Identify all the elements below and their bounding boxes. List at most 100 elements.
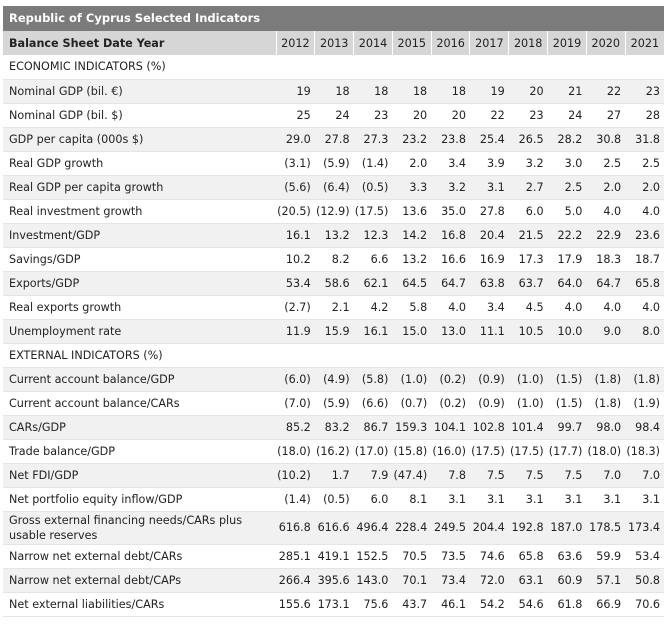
cell-value xyxy=(392,55,432,80)
cell-value: 204.4 xyxy=(469,511,509,545)
row-label: Real exports growth xyxy=(3,295,276,320)
cell-value: 7.0 xyxy=(625,463,664,488)
cell-value: (0.9) xyxy=(469,367,509,392)
cell-value xyxy=(314,343,354,368)
cell-value: 2.0 xyxy=(392,151,432,176)
column-header-year: 2015 xyxy=(391,31,432,55)
row-label: Nominal GDP (bil. €) xyxy=(3,79,276,104)
cell-value: 16.9 xyxy=(469,247,509,272)
cell-value: 66.9 xyxy=(586,592,626,617)
cell-value: 11.1 xyxy=(469,319,509,344)
cell-value: 4.0 xyxy=(586,295,626,320)
row-label: Trade balance/GDP xyxy=(3,439,276,464)
cell-value: 2.0 xyxy=(625,175,664,200)
cell-value: 23 xyxy=(508,103,548,128)
cell-value: 46.1 xyxy=(431,592,470,617)
row-label: Net portfolio equity inflow/GDP xyxy=(3,487,276,512)
cell-value: 496.4 xyxy=(353,511,393,545)
table-row: Unemployment rate 11.9 15.9 16.1 15.0 13.0 11.… xyxy=(3,319,664,344)
cell-value: 50.8 xyxy=(625,568,664,593)
row-label: Real GDP growth xyxy=(3,151,276,176)
cell-value: 24 xyxy=(314,103,354,128)
cell-value: 3.3 xyxy=(392,175,432,200)
cell-value: 18 xyxy=(431,79,470,104)
cell-value: 11.9 xyxy=(276,319,315,344)
row-label: Current account balance/GDP xyxy=(3,367,276,392)
cell-value: 72.0 xyxy=(469,568,509,593)
cell-value: 102.8 xyxy=(469,415,509,440)
cell-value: 3.1 xyxy=(469,487,509,512)
cell-value: 7.5 xyxy=(469,463,509,488)
cell-value: 22.9 xyxy=(586,223,626,248)
column-header-year: 2020 xyxy=(585,31,626,55)
table-row: Net FDI/GDP (10.2) 1.7 7.9 (47.4) 7.8 7.5 7.5 7.… xyxy=(3,463,664,488)
cell-value: 249.5 xyxy=(431,511,470,545)
cell-value: 3.0 xyxy=(547,151,587,176)
cell-value: 15.0 xyxy=(392,319,432,344)
cell-value: 159.3 xyxy=(392,415,432,440)
cell-value: 5.0 xyxy=(547,199,587,224)
cell-value xyxy=(508,343,548,368)
cell-value: (18.0) xyxy=(276,439,315,464)
cell-value: 3.1 xyxy=(508,487,548,512)
column-header-year: 2021 xyxy=(624,31,664,55)
cell-value: 64.5 xyxy=(392,271,432,296)
cell-value: 64.7 xyxy=(431,271,470,296)
cell-value: 20 xyxy=(392,103,432,128)
row-label: Narrow net external debt/CARs xyxy=(3,544,276,569)
cell-value: 98.4 xyxy=(625,415,664,440)
cell-value: 178.5 xyxy=(586,511,626,545)
cell-value: 6.0 xyxy=(508,199,548,224)
cell-value: 63.6 xyxy=(547,544,587,569)
cell-value: 10.2 xyxy=(276,247,315,272)
cell-value: 9.0 xyxy=(586,319,626,344)
column-header-year: 2017 xyxy=(469,31,509,55)
table-row: GDP per capita (000s $) 29.0 27.8 27.3 23.2 2… xyxy=(3,127,664,152)
cell-value: 24 xyxy=(547,103,587,128)
table-row: Narrow net external debt/CAPs 266.4 395.6 1… xyxy=(3,568,664,593)
row-label: Net external liabilities/CARs xyxy=(3,592,276,617)
cell-value: 143.0 xyxy=(353,568,393,593)
cell-value: (16.2) xyxy=(314,439,354,464)
cell-value: 63.8 xyxy=(469,271,509,296)
cell-value: 22 xyxy=(469,103,509,128)
cell-value: 4.2 xyxy=(353,295,393,320)
cell-value: 3.1 xyxy=(586,487,626,512)
header-row: Balance Sheet Date Year 2012 2013 2014 2… xyxy=(3,31,664,55)
cell-value: (1.5) xyxy=(547,367,587,392)
cell-value: 63.7 xyxy=(508,271,548,296)
cell-value: 18.7 xyxy=(625,247,664,272)
cell-value: 86.7 xyxy=(353,415,393,440)
table-row: Real GDP growth (3.1) (5.9) (1.4) 2.0 3.4 3.9 3… xyxy=(3,151,664,176)
cell-value: 20 xyxy=(508,79,548,104)
cell-value: 98.0 xyxy=(586,415,626,440)
cell-value: 25.4 xyxy=(469,127,509,152)
cell-value: 28 xyxy=(625,103,664,128)
cell-value: (47.4) xyxy=(392,463,432,488)
cell-value: (1.5) xyxy=(547,391,587,416)
cell-value: 23.8 xyxy=(431,127,470,152)
cell-value: 57.1 xyxy=(586,568,626,593)
cell-value: 21.5 xyxy=(508,223,548,248)
row-label: Narrow net external debt/CAPs xyxy=(3,568,276,593)
cell-value: 59.9 xyxy=(586,544,626,569)
cell-value: 266.4 xyxy=(276,568,315,593)
cell-value: 17.3 xyxy=(508,247,548,272)
cell-value: (1.8) xyxy=(586,391,626,416)
cell-value: 16.1 xyxy=(353,319,393,344)
table-row: Exports/GDP 53.4 58.6 62.1 64.5 64.7 63.8 63.7 6… xyxy=(3,271,664,296)
indicators-table: Balance Sheet Date Year 2012 2013 2014 2… xyxy=(3,31,664,617)
cell-value: 14.2 xyxy=(392,223,432,248)
table-row: Current account balance/CARs (7.0) (5.9) (6… xyxy=(3,391,664,416)
panel-title: Republic of Cyprus Selected Indicators xyxy=(3,6,664,31)
cell-value: 4.0 xyxy=(431,295,470,320)
cell-value: 16.6 xyxy=(431,247,470,272)
cell-value: 73.5 xyxy=(431,544,470,569)
cell-value: 27.8 xyxy=(314,127,354,152)
cell-value: 616.6 xyxy=(314,511,354,545)
cell-value: (1.0) xyxy=(508,367,548,392)
cell-value: (17.0) xyxy=(353,439,393,464)
cell-value: 15.9 xyxy=(314,319,354,344)
cell-value: 73.4 xyxy=(431,568,470,593)
cell-value: (0.7) xyxy=(392,391,432,416)
